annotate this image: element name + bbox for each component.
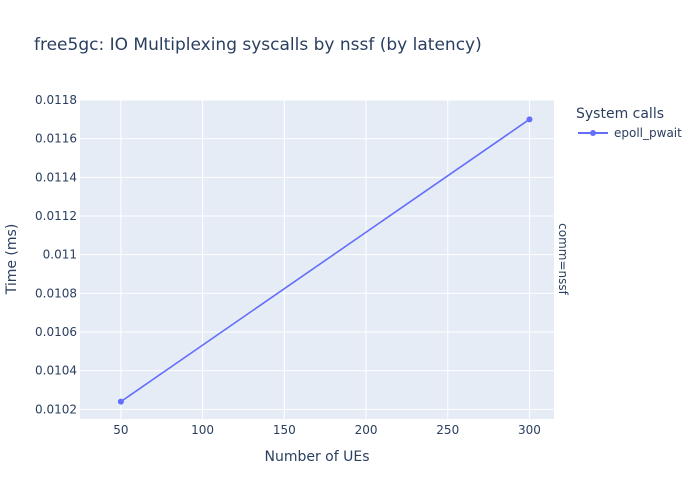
y-tick-label: 0.0108 [35, 286, 77, 300]
x-tick-label: 250 [436, 423, 459, 437]
series-layer [117, 116, 533, 405]
grid [80, 99, 554, 419]
legend-item-epoll_pwait[interactable]: epoll_pwait [578, 126, 682, 140]
x-tick-label: 200 [355, 423, 378, 437]
y-tick-label: 0.0102 [35, 402, 77, 416]
y-tick-label: 0.0114 [35, 170, 77, 184]
legend-marker-icon [590, 130, 596, 136]
chart-title: free5gc: IO Multiplexing syscalls by nss… [34, 35, 482, 55]
x-tick-label: 300 [518, 423, 541, 437]
y-tick-label: 0.0112 [35, 209, 77, 223]
data-point[interactable] [526, 116, 533, 123]
legend-title: System calls [576, 106, 664, 122]
x-tick-label: 50 [113, 423, 128, 437]
y-tick-label: 0.0106 [35, 325, 77, 339]
x-tick-label: 150 [273, 423, 296, 437]
y-tick-label: 0.0118 [35, 93, 77, 107]
facet-label: comm=nssf [556, 223, 570, 295]
x-axis-title: Number of UEs [264, 449, 369, 465]
y-tick-label: 0.0104 [35, 364, 77, 378]
y-axis-title: Time (ms) [4, 224, 20, 296]
plot-background [80, 100, 554, 419]
series-line-epoll_pwait [120, 118, 530, 403]
legend: System calls epoll_pwait [576, 106, 682, 140]
y-tick-label: 0.011 [43, 248, 77, 262]
legend-label: epoll_pwait [614, 126, 682, 140]
tick-labels: 50 100 150 200 250 300 0.0102 0.0104 0.0106 0.010… [35, 93, 541, 437]
y-tick-label: 0.0116 [35, 132, 77, 146]
data-point[interactable] [117, 398, 124, 405]
x-tick-label: 100 [191, 423, 214, 437]
